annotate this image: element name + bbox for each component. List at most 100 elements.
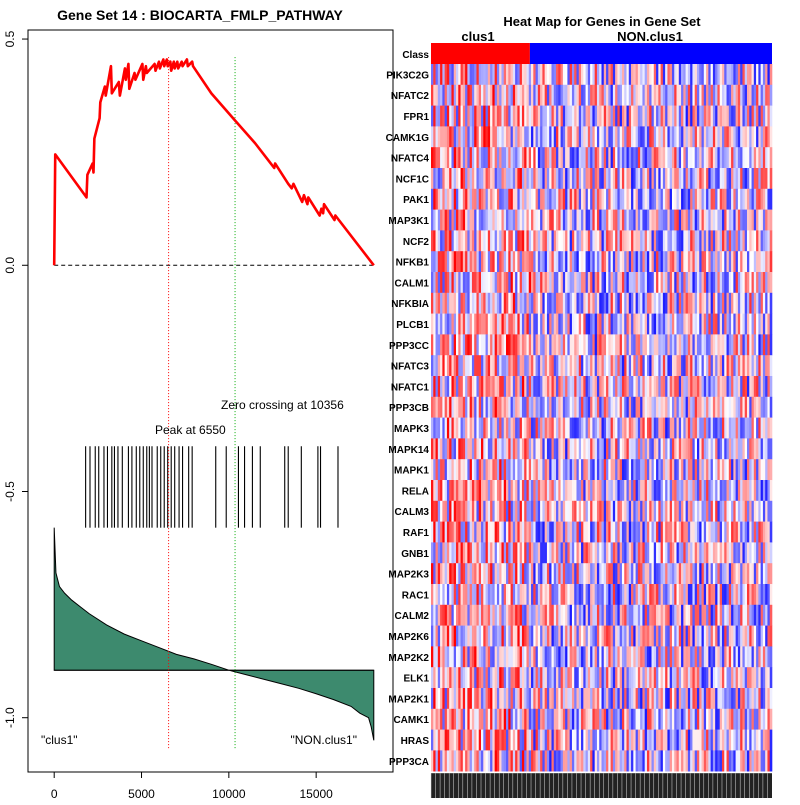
heatmap-cell — [645, 584, 648, 605]
heatmap-cell — [731, 709, 734, 730]
heatmap-cell — [674, 542, 677, 563]
heatmap-cell — [674, 189, 677, 210]
heatmap-cell — [545, 168, 548, 189]
heatmap-cell — [536, 563, 539, 584]
heatmap-cell — [592, 563, 595, 584]
heatmap-cell — [547, 584, 550, 605]
heatmap-cell — [590, 397, 593, 418]
heatmap-cell — [515, 709, 518, 730]
heatmap-cell — [436, 563, 439, 584]
heatmap-cell — [442, 210, 445, 231]
heatmap-cell — [449, 522, 452, 543]
heatmap-cell — [461, 418, 464, 439]
heatmap-cell — [538, 189, 541, 210]
heatmap-cell — [497, 667, 500, 688]
heatmap-cell — [533, 709, 536, 730]
heatmap-cell — [501, 314, 504, 335]
heatmap-cell — [554, 355, 557, 376]
heatmap-cell — [572, 542, 575, 563]
heatmap-cell — [431, 210, 434, 231]
heatmap-cell — [476, 64, 479, 85]
heatmap-cell — [547, 709, 550, 730]
heatmap-cell — [672, 501, 675, 522]
heatmap-cell — [708, 85, 711, 106]
heatmap-cell — [529, 334, 532, 355]
heatmap-cell — [702, 501, 705, 522]
heatmap-cell — [740, 542, 743, 563]
heatmap-cell — [642, 522, 645, 543]
heatmap-cell — [476, 709, 479, 730]
heatmap-cell — [556, 646, 559, 667]
heatmap-cell — [501, 106, 504, 127]
heatmap-cell — [442, 480, 445, 501]
heatmap-cell — [590, 522, 593, 543]
heatmap-cell — [442, 189, 445, 210]
heatmap-cell — [704, 272, 707, 293]
heatmap-cell — [627, 730, 630, 751]
heatmap-cell — [699, 230, 702, 251]
heatmap-cell — [647, 605, 650, 626]
heatmap-cell — [586, 272, 589, 293]
heatmap-cell — [440, 251, 443, 272]
heatmap-cell — [495, 501, 498, 522]
heatmap-cell — [449, 459, 452, 480]
heatmap-cell — [613, 334, 616, 355]
heatmap-cell — [431, 334, 434, 355]
heatmap-cell — [638, 355, 641, 376]
heatmap-cell — [549, 418, 552, 439]
heatmap-cell — [472, 667, 475, 688]
heatmap-cell — [611, 64, 614, 85]
heatmap-cell — [665, 501, 668, 522]
heatmap-cell — [483, 210, 486, 231]
heatmap-cell — [683, 251, 686, 272]
heatmap-cell — [586, 376, 589, 397]
heatmap-cell — [706, 605, 709, 626]
heatmap-cell — [604, 730, 607, 751]
heatmap-cell — [586, 459, 589, 480]
heatmap-cell — [586, 646, 589, 667]
heatmap-cell — [526, 168, 529, 189]
heatmap-cell — [547, 376, 550, 397]
heatmap-cell — [720, 522, 723, 543]
heatmap-cell — [467, 147, 470, 168]
heatmap-cell — [745, 480, 748, 501]
heatmap-cell — [551, 106, 554, 127]
heatmap-cell — [638, 542, 641, 563]
heatmap-cell — [515, 251, 518, 272]
heatmap-cell — [731, 355, 734, 376]
heatmap-cell — [490, 334, 493, 355]
heatmap-cell — [592, 168, 595, 189]
heatmap-cell — [599, 106, 602, 127]
heatmap-cell — [592, 147, 595, 168]
heatmap-cell — [699, 314, 702, 335]
heatmap-cell — [727, 418, 730, 439]
heatmap-cell — [624, 667, 627, 688]
heatmap-cell — [613, 646, 616, 667]
heatmap-cell — [540, 438, 543, 459]
heatmap-cell — [692, 106, 695, 127]
heatmap-cell — [440, 605, 443, 626]
heatmap-cell — [463, 626, 466, 647]
heatmap-cell — [515, 605, 518, 626]
heatmap-cell — [633, 293, 636, 314]
heatmap-cell — [608, 376, 611, 397]
heatmap-cell — [583, 251, 586, 272]
heatmap-cell — [581, 730, 584, 751]
heatmap-cell — [749, 293, 752, 314]
heatmap-cell — [752, 522, 755, 543]
heatmap-cell — [652, 64, 655, 85]
heatmap-cell — [499, 230, 502, 251]
heatmap-cell — [727, 314, 730, 335]
heatmap-cell — [615, 168, 618, 189]
heatmap-cell — [490, 709, 493, 730]
heatmap-cell — [458, 376, 461, 397]
heatmap-cell — [551, 667, 554, 688]
heatmap-cell — [606, 64, 609, 85]
heatmap-cell — [654, 626, 657, 647]
heatmap-cell — [717, 64, 720, 85]
heatmap-cell — [545, 542, 548, 563]
heatmap-cell — [483, 626, 486, 647]
heatmap-cell — [567, 251, 570, 272]
heatmap-cell — [436, 438, 439, 459]
heatmap-cell — [663, 605, 666, 626]
